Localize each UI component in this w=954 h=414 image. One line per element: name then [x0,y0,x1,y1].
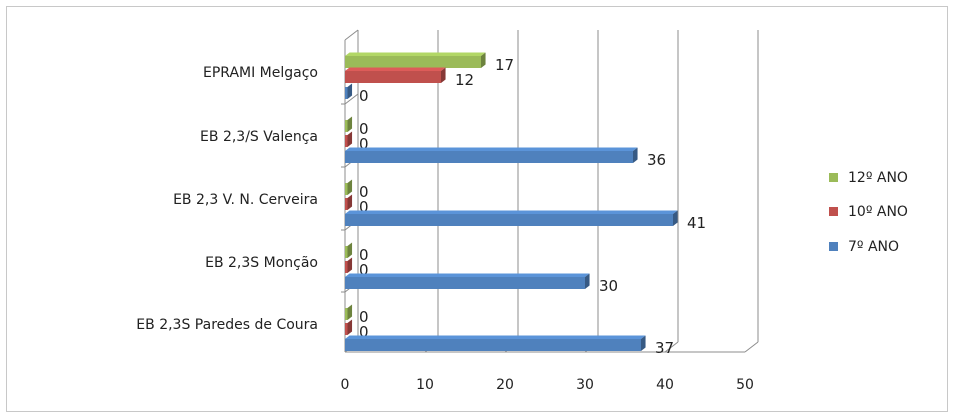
legend-label: 10º ANO [848,204,908,220]
bar [345,277,585,289]
bar-end-face [347,83,353,99]
data-label: 0 [359,261,369,279]
data-label: 0 [359,183,369,201]
floor-depth-line [664,341,679,353]
floor-depth-line [744,341,759,353]
x-tick-label: 10 [416,377,434,393]
wall-top-depth [344,29,359,41]
legend-swatch [829,242,838,251]
bar-top-face [345,67,446,71]
x-tick-label: 40 [656,377,674,393]
bar [345,323,348,335]
data-label: 30 [599,277,618,295]
category-label: EB 2,3 V. N. Cerveira [173,192,318,208]
bar [345,183,348,195]
bar [345,308,348,320]
bar-top-face [345,335,646,339]
bar [345,151,633,163]
bar [345,71,441,83]
bar [345,246,348,258]
category-label: EB 2,3S Paredes de Coura [136,317,318,333]
bar-end-face [673,210,678,226]
bar [345,87,348,99]
x-tick-label: 20 [496,377,514,393]
legend-swatch [829,173,838,182]
bar-top-face [345,52,486,56]
bar-end-face [347,116,353,132]
data-label: 37 [655,339,674,357]
category-label: EB 2,3S Monção [205,255,318,271]
category-label: EB 2,3/S Valença [200,129,318,145]
x-tick-label: 30 [576,377,594,393]
data-label: 0 [359,323,369,341]
bar-end-face [441,67,446,83]
bar-end-face [347,257,353,273]
bar [345,56,481,68]
data-label: 17 [495,56,514,74]
bar-end-face [347,319,353,335]
bar [345,135,348,147]
legend-label: 7º ANO [848,239,899,255]
bar-end-face [347,304,353,320]
data-label: 41 [687,214,706,232]
bar [345,198,348,210]
data-label: 0 [359,135,369,153]
bar-end-face [347,242,353,258]
data-label: 0 [359,246,369,264]
bar-end-face [347,179,353,195]
data-label: 12 [455,71,474,89]
bar [345,261,348,273]
bar-top-face [345,147,638,151]
bar [345,339,641,351]
category-label: EPRAMI Melgaço [203,65,318,81]
data-label: 36 [647,151,666,169]
data-label: 0 [359,308,369,326]
legend-label: 12º ANO [848,170,908,186]
bar-end-face [633,147,638,163]
bar [345,120,348,132]
bar-top-face [345,210,678,214]
bar-end-face [481,52,486,68]
bar-top-face [345,273,590,277]
data-label: 0 [359,198,369,216]
legend-swatch [829,207,838,216]
bar-end-face [585,273,590,289]
x-tick-label: 50 [736,377,754,393]
bar-end-face [347,194,353,210]
data-label: 0 [359,87,369,105]
bar-end-face [641,335,646,351]
bar [345,214,673,226]
bar-end-face [347,131,353,147]
axis-depth-line [344,93,359,105]
data-label: 0 [359,120,369,138]
x-tick-label: 0 [341,377,350,393]
